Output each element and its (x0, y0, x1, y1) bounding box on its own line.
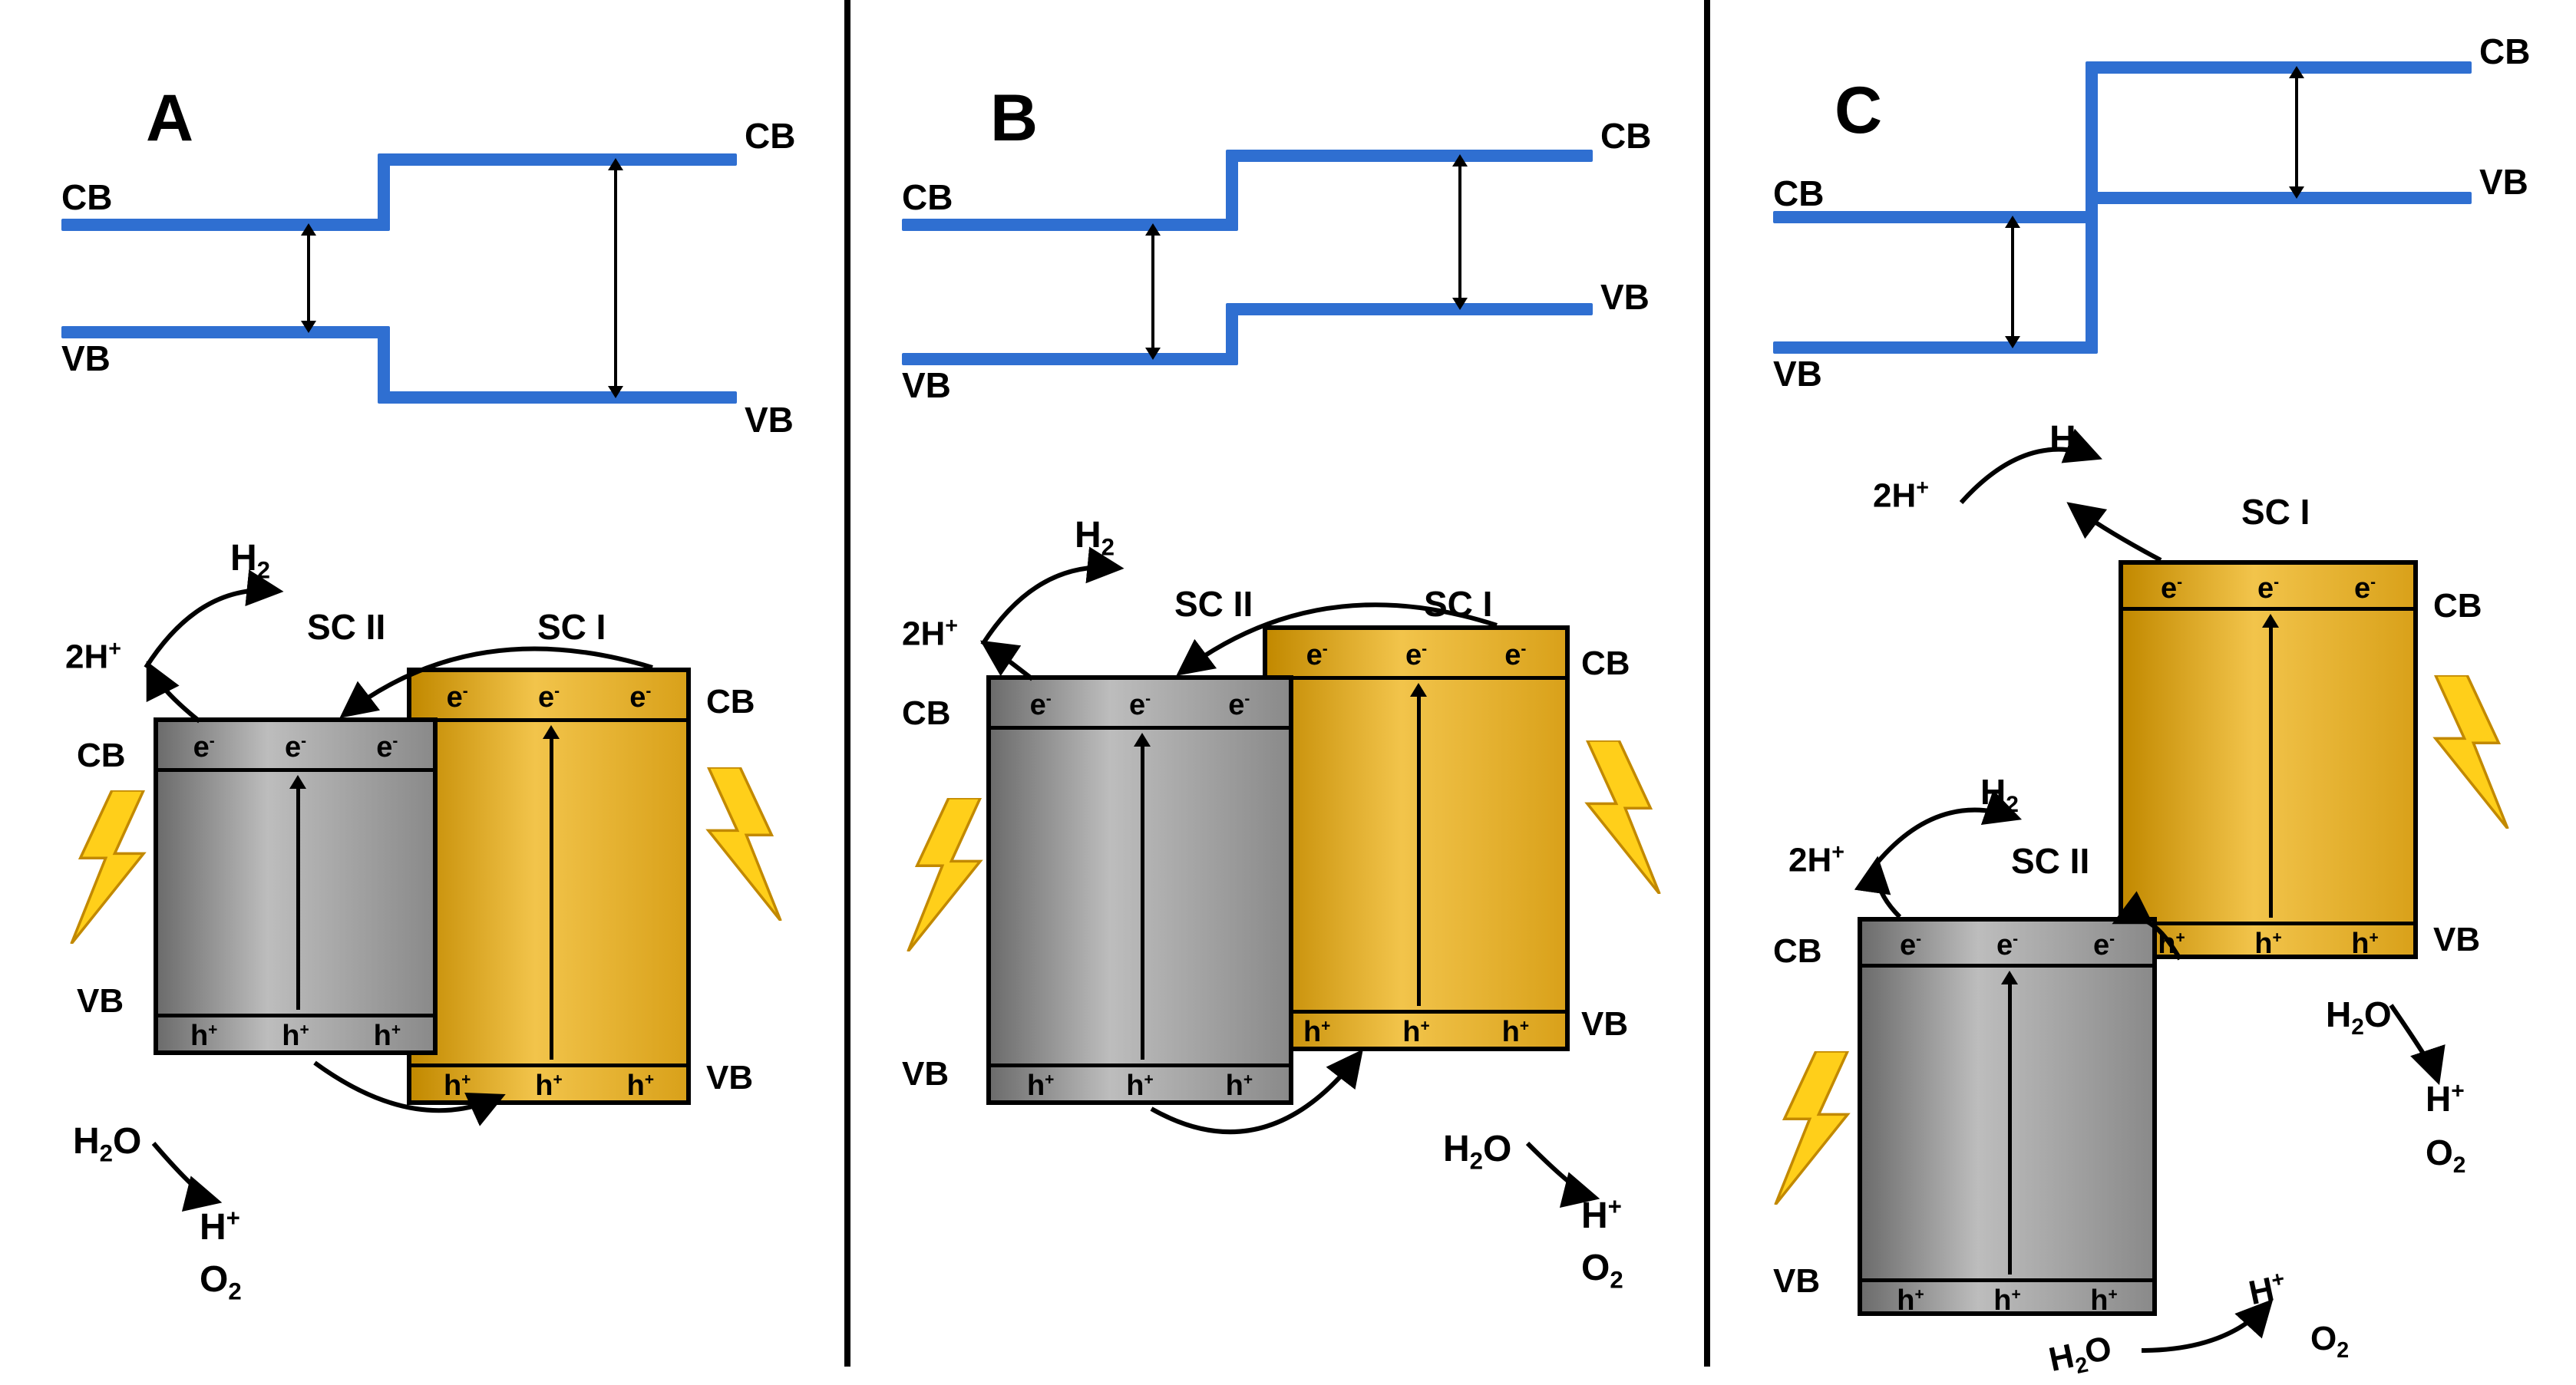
a-bolt-right (698, 767, 791, 921)
c-arrows-svg (0, 0, 2576, 1367)
a-bolt-left (61, 790, 154, 944)
c-bolt-left (1765, 1051, 1858, 1205)
c-bolt-right (2426, 675, 2518, 829)
panel-c: C CB VB CB VB e-e-e- h+h+h+ (0, 0, 2576, 1367)
b-bolt-left (898, 798, 990, 951)
b-bolt-right (1577, 740, 1669, 894)
figure-stage: A CB VB CB VB e-e-e- h+h+h+ (0, 0, 2576, 1367)
